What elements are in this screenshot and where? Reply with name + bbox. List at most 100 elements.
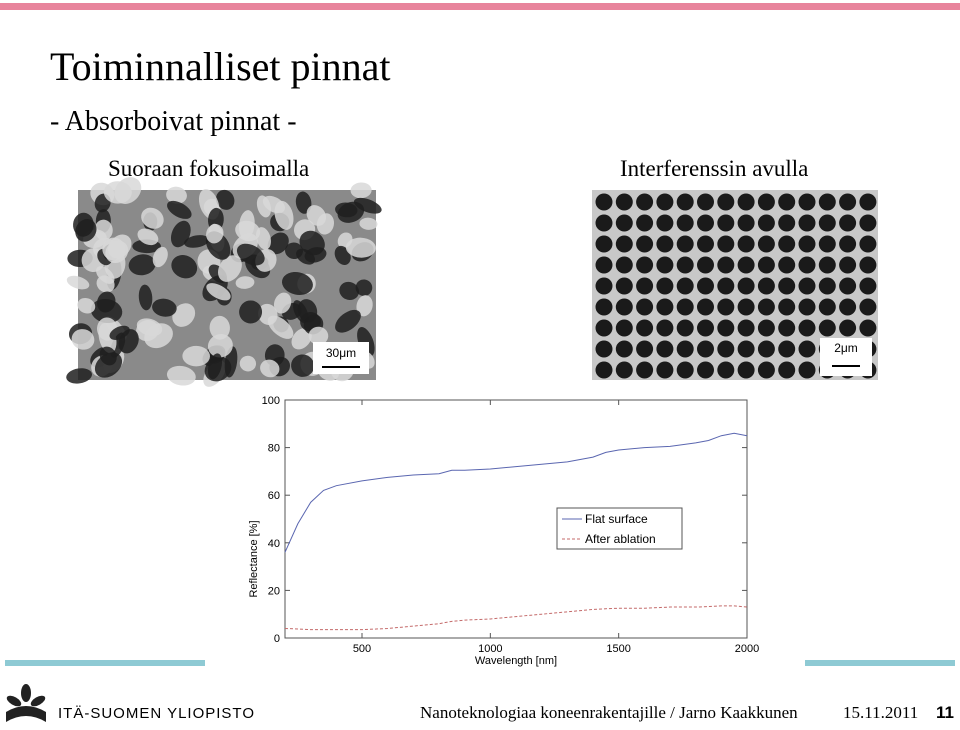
pore (595, 361, 613, 379)
pore (757, 235, 775, 253)
pore (818, 235, 836, 253)
pore (697, 193, 714, 211)
grain (274, 200, 294, 230)
pore (636, 319, 654, 337)
grain (296, 248, 316, 265)
grain (238, 210, 255, 240)
series-line (284, 432, 748, 553)
pore (757, 214, 775, 232)
pore (757, 298, 775, 316)
grain (167, 200, 192, 219)
logo-text: ITÄ-SUOMEN YLIOPISTO (58, 705, 255, 722)
grain (128, 254, 156, 276)
grain (273, 292, 292, 314)
grain (299, 230, 325, 256)
pore (859, 235, 877, 253)
pore (636, 235, 654, 253)
pore (798, 235, 816, 253)
pore (656, 214, 674, 232)
y-tick-label: 20 (268, 585, 280, 597)
grain (206, 283, 231, 301)
pore (737, 319, 755, 337)
pore (656, 319, 674, 337)
pore (636, 214, 654, 232)
pore (717, 193, 735, 211)
grain (267, 232, 289, 255)
pore (859, 277, 877, 295)
pore (717, 340, 735, 358)
grain (281, 271, 313, 295)
pore (839, 256, 857, 274)
pore (615, 319, 633, 337)
pore (595, 277, 613, 295)
grain (260, 359, 280, 378)
grain (339, 281, 359, 300)
grain (66, 368, 92, 384)
legend-label: After ablation (585, 532, 656, 546)
pore (798, 340, 816, 358)
pore (778, 298, 796, 316)
pore (615, 277, 633, 295)
grain (207, 353, 223, 380)
pore (839, 319, 857, 337)
y-tick-label: 40 (268, 538, 280, 550)
x-tick-label: 500 (353, 643, 371, 655)
pore (697, 277, 714, 295)
pore (839, 298, 857, 316)
pore (676, 319, 694, 337)
pore (676, 277, 694, 295)
pore (839, 235, 857, 253)
pore (636, 340, 654, 358)
pore (595, 235, 613, 253)
pore (697, 235, 714, 253)
pore (636, 361, 654, 379)
x-tick-label: 1500 (606, 643, 630, 655)
grain (350, 182, 372, 199)
pore (859, 256, 877, 274)
pore (676, 340, 694, 358)
grain (141, 207, 164, 229)
pore (656, 235, 674, 253)
y-tick-label: 0 (274, 633, 280, 645)
pore (595, 298, 613, 316)
pore (656, 277, 674, 295)
grain (90, 298, 123, 324)
pore (778, 235, 796, 253)
pore (737, 361, 755, 379)
x-axis-label: Wavelength [nm] (475, 655, 557, 667)
subtitle: - Absorboivat pinnat - (50, 106, 297, 137)
grain (96, 275, 115, 293)
y-axis-label: Reflectance [%] (248, 520, 260, 597)
pore (717, 277, 735, 295)
grain (172, 303, 196, 327)
x-tick-label: 1000 (478, 643, 502, 655)
grain (209, 315, 230, 340)
pore (595, 256, 613, 274)
pore (636, 256, 654, 274)
pore (676, 193, 694, 211)
pore (859, 214, 877, 232)
pore (676, 214, 694, 232)
grain (345, 237, 376, 258)
pore (818, 193, 836, 211)
pore (839, 214, 857, 232)
grain (166, 365, 196, 386)
series-line (284, 605, 748, 631)
grain (291, 327, 312, 350)
grain (306, 205, 327, 226)
pore (717, 235, 735, 253)
pore (615, 214, 633, 232)
grain (355, 279, 373, 297)
pore (778, 340, 796, 358)
legend-box (556, 507, 683, 550)
grain (236, 243, 265, 266)
x-tick-label: 2000 (735, 643, 759, 655)
scale-bar: 2μm (820, 338, 872, 376)
pore (798, 277, 816, 295)
grain (103, 181, 132, 204)
pore (798, 361, 816, 379)
grain (71, 329, 95, 350)
grain (137, 228, 159, 246)
pore (615, 235, 633, 253)
pore (656, 298, 674, 316)
